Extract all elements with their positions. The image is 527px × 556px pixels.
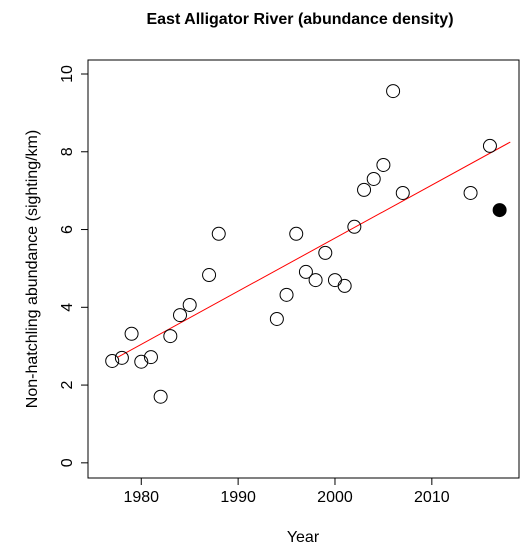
point — [153, 389, 168, 404]
point — [347, 219, 362, 234]
point — [279, 287, 294, 302]
point — [143, 350, 158, 365]
point — [482, 138, 497, 153]
point — [124, 326, 139, 341]
y-tick-label: 8 — [59, 147, 76, 156]
point — [134, 354, 149, 369]
point — [357, 182, 372, 197]
y-tick-label: 0 — [59, 458, 76, 467]
plot-frame — [87, 59, 520, 479]
x-tick-label: 2000 — [317, 489, 353, 506]
point — [337, 278, 352, 293]
point — [376, 157, 391, 172]
x-tick-label: 1980 — [123, 489, 159, 506]
point — [318, 245, 333, 260]
point — [366, 171, 381, 186]
point — [211, 226, 226, 241]
x-axis-label: Year — [287, 529, 320, 546]
point — [173, 308, 188, 323]
point — [298, 264, 313, 279]
y-axis-label: Non-hatchling abundance (sighting/km) — [24, 130, 41, 408]
x-tick-label: 1990 — [220, 489, 256, 506]
y-tick-label: 4 — [59, 303, 76, 312]
point — [182, 297, 197, 312]
point — [327, 273, 342, 288]
point — [492, 203, 507, 218]
point — [202, 268, 217, 283]
point — [105, 353, 120, 368]
point — [308, 273, 323, 288]
point — [386, 84, 401, 99]
y-tick-label: 2 — [59, 381, 76, 390]
point — [114, 350, 129, 365]
y-tick-label: 6 — [59, 225, 76, 234]
point — [463, 185, 478, 200]
point — [395, 185, 410, 200]
point — [163, 329, 178, 344]
y-tick-label: 10 — [59, 65, 76, 83]
chart-title: East Alligator River (abundance density) — [146, 11, 453, 28]
x-tick-label: 2010 — [414, 489, 450, 506]
point — [269, 311, 284, 326]
trend-line — [117, 141, 511, 358]
point — [289, 226, 304, 241]
